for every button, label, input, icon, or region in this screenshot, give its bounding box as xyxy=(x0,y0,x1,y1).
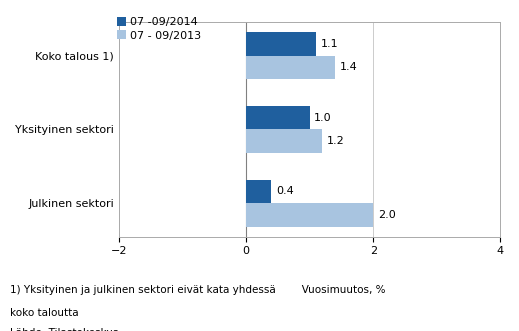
Text: Lähde: Tilastokeskus: Lähde: Tilastokeskus xyxy=(10,328,119,331)
Bar xyxy=(246,203,373,227)
Legend: 07 -09/2014, 07 - 09/2013: 07 -09/2014, 07 - 09/2013 xyxy=(117,17,201,41)
Bar xyxy=(246,106,310,129)
Text: 1.2: 1.2 xyxy=(327,136,345,146)
Bar xyxy=(246,32,316,56)
Text: koko taloutta: koko taloutta xyxy=(10,308,79,318)
Text: 1.1: 1.1 xyxy=(320,39,338,49)
Text: 1.4: 1.4 xyxy=(339,63,357,72)
Bar xyxy=(246,180,271,203)
Text: 1.0: 1.0 xyxy=(314,113,332,122)
Bar xyxy=(246,56,335,79)
Text: 2.0: 2.0 xyxy=(378,210,395,220)
Text: 0.4: 0.4 xyxy=(276,186,294,197)
Text: 1) Yksityinen ja julkinen sektori eivät kata yhdessä        Vuosimuutos, %: 1) Yksityinen ja julkinen sektori eivät … xyxy=(10,285,386,295)
Bar xyxy=(246,129,322,153)
